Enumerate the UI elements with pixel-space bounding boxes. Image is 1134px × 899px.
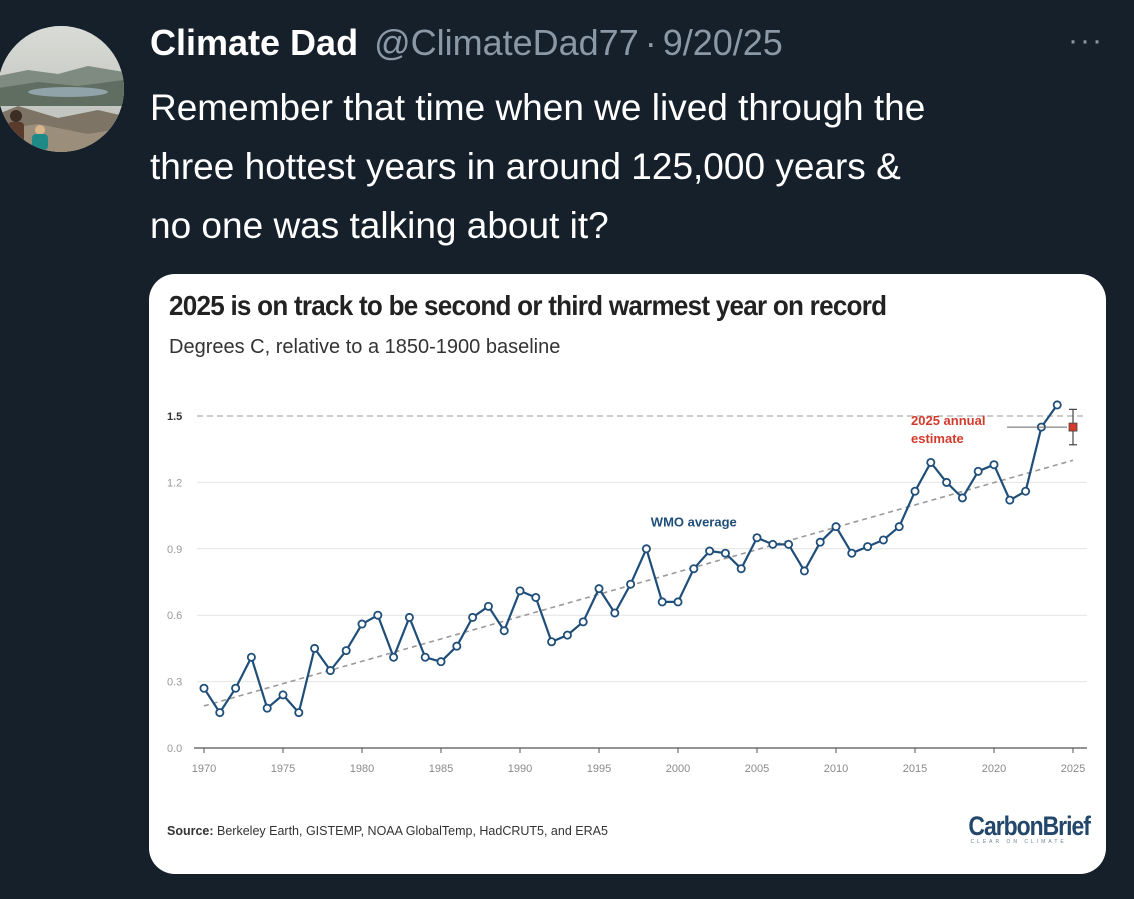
data-point <box>831 522 841 532</box>
tweet-media-image[interactable]: 2025 is on track to be second or third w… <box>149 274 1106 874</box>
x-tick-label: 1995 <box>587 763 611 775</box>
data-point <box>357 619 367 629</box>
post-date[interactable]: 9/20/25 <box>662 22 783 63</box>
data-point <box>610 608 620 618</box>
data-point <box>705 546 715 556</box>
y-tick-label: 0.6 <box>167 610 182 622</box>
data-point <box>1021 486 1031 496</box>
data-point <box>657 597 667 607</box>
chart-title: 2025 is on track to be second or third w… <box>169 290 887 321</box>
data-point <box>720 548 730 558</box>
data-point <box>689 564 699 574</box>
data-point <box>278 690 288 700</box>
data-point <box>626 579 636 589</box>
estimate-marker <box>1068 422 1078 432</box>
y-tick-label: 0.3 <box>167 677 182 689</box>
source-label: Source: <box>167 824 214 838</box>
data-point <box>957 493 967 503</box>
data-point <box>989 460 999 470</box>
data-point <box>910 486 920 496</box>
x-tick-label: 1980 <box>350 763 374 775</box>
y-tick-label: 1.2 <box>167 477 182 489</box>
x-tick-label: 2010 <box>824 763 848 775</box>
data-point <box>436 657 446 667</box>
data-point <box>231 683 241 693</box>
data-point <box>1052 400 1062 410</box>
data-point <box>578 617 588 627</box>
data-point <box>483 601 493 611</box>
data-point <box>499 626 509 636</box>
series-label-wmo-average: WMO average <box>651 515 737 530</box>
user-handle[interactable]: @ClimateDad77 <box>374 22 639 63</box>
avatar[interactable] <box>0 26 124 152</box>
tweet-text: Remember that time when we lived through… <box>150 87 926 246</box>
data-point <box>736 564 746 574</box>
x-tick-label: 2020 <box>982 763 1006 775</box>
chart-source: Source: Berkeley Earth, GISTEMP, NOAA Gl… <box>167 824 608 838</box>
carbonbrief-logo: CarbonBrief CLEAR ON CLIMATE <box>947 811 1091 845</box>
data-point <box>942 477 952 487</box>
data-point <box>452 641 462 651</box>
data-point <box>641 544 651 554</box>
y-tick-label: 0.9 <box>167 544 182 556</box>
y-tick-label: 0.0 <box>167 743 182 755</box>
x-tick-label: 2015 <box>903 763 927 775</box>
separator-dot: · <box>644 22 657 63</box>
estimate-label-line2: estimate <box>911 431 964 446</box>
data-point <box>562 630 572 640</box>
x-tick-label: 2000 <box>666 763 690 775</box>
logo-tagline: CLEAR ON CLIMATE <box>970 839 1067 845</box>
data-point <box>768 539 778 549</box>
data-point <box>547 637 557 647</box>
estimate-label-line1: 2025 annual <box>911 413 985 428</box>
y-tick-label: 1.5 <box>167 411 182 423</box>
avatar-photo <box>0 26 124 152</box>
data-point <box>325 666 335 676</box>
data-point <box>373 610 383 620</box>
data-point <box>420 652 430 662</box>
tweet-header: Climate Dad @ClimateDad77 · 9/20/25 <box>150 22 783 70</box>
x-tick-label: 1985 <box>429 763 453 775</box>
data-point <box>389 652 399 662</box>
logo-text: CarbonBrief <box>968 811 1091 841</box>
data-point <box>341 646 351 656</box>
chart-subtitle: Degrees C, relative to a 1850-1900 basel… <box>169 336 561 358</box>
data-point <box>878 535 888 545</box>
x-tick-label: 1975 <box>271 763 295 775</box>
data-point <box>404 612 414 622</box>
data-point <box>847 548 857 558</box>
data-point <box>531 592 541 602</box>
data-point <box>673 597 683 607</box>
data-point <box>815 537 825 547</box>
data-point <box>799 566 809 576</box>
source-text: Berkeley Earth, GISTEMP, NOAA GlobalTemp… <box>213 824 608 838</box>
data-point <box>926 457 936 467</box>
data-point <box>262 703 272 713</box>
data-point <box>973 466 983 476</box>
display-name[interactable]: Climate Dad <box>150 22 359 63</box>
data-point <box>310 643 320 653</box>
data-point <box>1005 495 1015 505</box>
x-tick-label: 2025 <box>1061 763 1085 775</box>
data-point <box>199 683 209 693</box>
data-point <box>246 652 256 662</box>
data-point <box>468 612 478 622</box>
data-point <box>294 708 304 718</box>
data-point <box>594 584 604 594</box>
trend-line <box>203 459 1074 707</box>
data-point <box>752 533 762 543</box>
data-point <box>215 708 225 718</box>
x-tick-label: 1990 <box>508 763 532 775</box>
more-options-icon[interactable]: ··· <box>1068 24 1104 57</box>
x-tick-label: 2005 <box>745 763 769 775</box>
data-point <box>894 522 904 532</box>
data-point <box>515 586 525 596</box>
data-point <box>784 539 794 549</box>
data-point <box>863 542 873 552</box>
x-tick-label: 1970 <box>192 763 216 775</box>
chart-plot: 0.0 0.3 0.6 0.9 1.2 1.5 1970 1975 1980 1985 1990 19… <box>167 400 1087 775</box>
